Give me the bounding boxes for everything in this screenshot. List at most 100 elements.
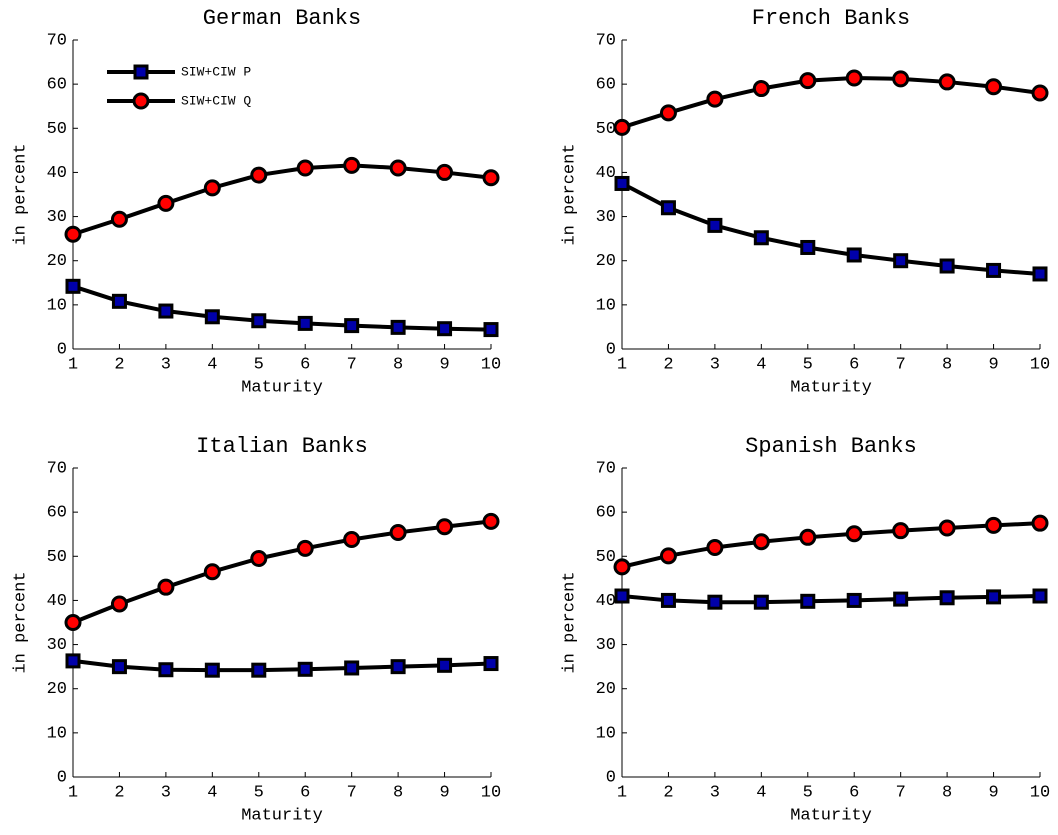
marker [707, 594, 723, 610]
marker [65, 278, 81, 294]
marker [111, 293, 127, 309]
y-tick-label: 0 [57, 768, 67, 787]
marker [659, 547, 677, 565]
marker [660, 592, 676, 608]
marker [343, 156, 361, 174]
marker [986, 262, 1002, 278]
x-tick-label: 4 [207, 783, 217, 802]
marker [892, 70, 910, 88]
marker [390, 659, 406, 675]
y-tick-label: 30 [47, 636, 67, 655]
marker [659, 104, 677, 122]
marker [297, 315, 313, 331]
x-tick-label: 9 [439, 355, 449, 374]
y-tick-label: 30 [596, 208, 616, 227]
marker [938, 519, 956, 537]
y-tick-label: 20 [596, 252, 616, 271]
marker [133, 64, 149, 80]
marker [64, 614, 82, 631]
x-tick-label: 7 [347, 783, 357, 802]
marker [893, 253, 909, 269]
chart-title: Spanish Banks [745, 434, 917, 459]
x-tick-label: 7 [896, 355, 906, 374]
x-tick-label: 1 [68, 783, 78, 802]
y-tick-label: 70 [47, 31, 67, 50]
chart-title: French Banks [752, 6, 910, 31]
marker [203, 179, 221, 197]
marker [845, 525, 863, 543]
marker [799, 528, 817, 546]
y-tick-label: 50 [596, 548, 616, 567]
marker [110, 595, 128, 613]
marker [389, 523, 407, 541]
x-tick-label: 1 [617, 783, 627, 802]
x-tick-label: 1 [617, 355, 627, 374]
y-tick-label: 10 [47, 724, 67, 743]
marker [344, 318, 360, 334]
y-tick-label: 0 [57, 340, 67, 359]
marker [845, 69, 863, 87]
x-tick-label: 7 [896, 783, 906, 802]
marker [707, 217, 723, 233]
marker [846, 592, 862, 608]
x-tick-label: 10 [481, 355, 501, 374]
marker [157, 194, 175, 212]
marker [800, 593, 816, 609]
y-tick-label: 40 [47, 592, 67, 611]
x-tick-label: 4 [756, 783, 766, 802]
x-axis-label: Maturity [241, 806, 323, 825]
y-tick-label: 30 [596, 636, 616, 655]
y-tick-label: 20 [47, 680, 67, 699]
marker [986, 589, 1002, 605]
x-tick-label: 2 [663, 783, 673, 802]
marker [753, 230, 769, 246]
series-line [621, 181, 1041, 276]
marker [437, 657, 453, 673]
y-axis-label: in percent [11, 143, 30, 245]
marker [343, 531, 361, 549]
marker [483, 656, 499, 672]
y-tick-label: 40 [596, 164, 616, 183]
y-tick-label: 60 [47, 76, 67, 95]
x-tick-label: 7 [347, 355, 357, 374]
marker [482, 169, 500, 187]
y-tick-label: 40 [596, 592, 616, 611]
marker [250, 166, 268, 184]
y-tick-label: 40 [47, 164, 67, 183]
y-tick-label: 10 [596, 724, 616, 743]
x-tick-label: 3 [161, 355, 171, 374]
x-tick-label: 4 [207, 355, 217, 374]
marker [436, 163, 454, 181]
y-tick-label: 30 [47, 208, 67, 227]
marker [158, 662, 174, 678]
x-tick-label: 2 [663, 355, 673, 374]
marker [203, 563, 221, 581]
y-tick-label: 10 [596, 296, 616, 315]
y-tick-label: 60 [47, 504, 67, 523]
x-tick-label: 5 [254, 355, 264, 374]
x-tick-label: 6 [849, 355, 859, 374]
series-line [72, 658, 492, 673]
x-tick-label: 6 [849, 783, 859, 802]
y-tick-label: 70 [596, 459, 616, 478]
marker [613, 558, 631, 576]
marker [893, 591, 909, 607]
y-tick-label: 50 [47, 120, 67, 139]
y-tick-label: 60 [596, 504, 616, 523]
x-tick-label: 8 [393, 355, 403, 374]
marker [482, 512, 500, 530]
marker [1031, 514, 1049, 532]
marker [799, 72, 817, 90]
marker [939, 258, 955, 274]
x-tick-label: 3 [710, 783, 720, 802]
y-tick-label: 20 [596, 680, 616, 699]
x-tick-label: 5 [254, 783, 264, 802]
marker [344, 660, 360, 676]
x-axis-label: Maturity [241, 378, 323, 397]
marker [614, 588, 630, 604]
y-tick-label: 0 [606, 340, 616, 359]
marker [204, 309, 220, 325]
series-line [72, 284, 492, 332]
marker [250, 549, 268, 567]
series-line [621, 75, 1041, 130]
